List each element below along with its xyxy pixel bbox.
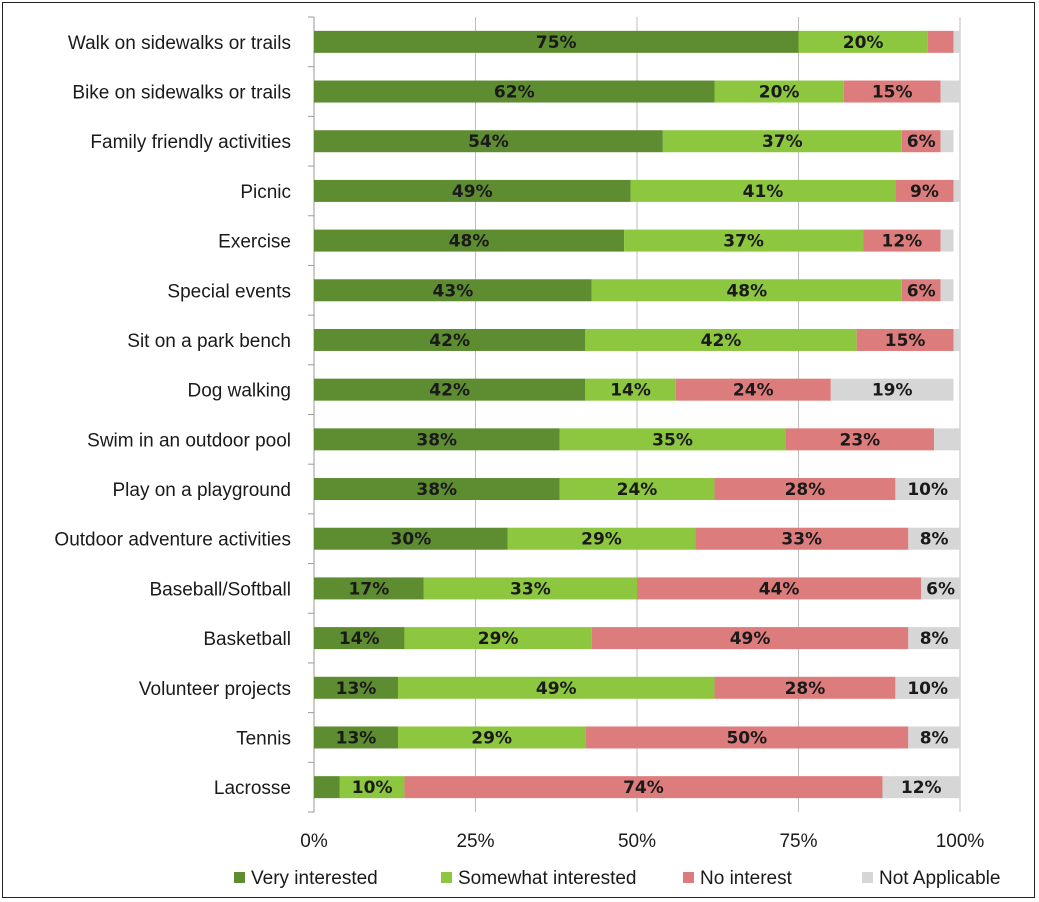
category-label-walk-on-sidewalks-or-trails: Walk on sidewalks or trails bbox=[68, 33, 291, 54]
data-label-no-interest-family-friendly-activities: 6% bbox=[907, 132, 936, 152]
data-label-somewhat-interested-picnic: 41% bbox=[743, 182, 784, 202]
category-label-volunteer-projects: Volunteer projects bbox=[139, 679, 291, 700]
data-label-no-interest-swim-in-an-outdoor-pool: 23% bbox=[840, 430, 881, 450]
data-label-not-applicable-dog-walking: 19% bbox=[872, 381, 913, 401]
data-label-no-interest-bike-on-sidewalks-or-trails: 15% bbox=[872, 83, 913, 103]
data-label-somewhat-interested-swim-in-an-outdoor-pool: 35% bbox=[652, 430, 693, 450]
category-label-special-events: Special events bbox=[167, 281, 291, 302]
data-label-no-interest-dog-walking: 24% bbox=[733, 381, 774, 401]
x-tick-100: 100% bbox=[936, 831, 985, 852]
bar-no-interest-walk-on-sidewalks-or-trails bbox=[928, 31, 954, 53]
category-label-play-on-a-playground: Play on a playground bbox=[112, 480, 291, 501]
data-label-somewhat-interested-baseball-softball: 33% bbox=[510, 579, 551, 599]
legend: Very interested Somewhat interested No int… bbox=[234, 868, 1000, 889]
category-label-basketball: Basketball bbox=[203, 629, 291, 650]
data-label-somewhat-interested-volunteer-projects: 49% bbox=[536, 679, 577, 699]
data-label-no-interest-sit-on-a-park-bench: 15% bbox=[885, 331, 926, 351]
data-label-no-interest-volunteer-projects: 28% bbox=[785, 679, 826, 699]
legend-label-no-interest: No interest bbox=[700, 868, 793, 889]
data-label-not-applicable-lacrosse: 12% bbox=[901, 778, 942, 798]
data-label-somewhat-interested-tennis: 29% bbox=[471, 728, 512, 748]
bar-not-applicable-swim-in-an-outdoor-pool bbox=[934, 428, 960, 450]
bar-not-applicable-walk-on-sidewalks-or-trails bbox=[954, 31, 960, 53]
data-label-somewhat-interested-bike-on-sidewalks-or-trails: 20% bbox=[759, 83, 800, 103]
data-label-not-applicable-baseball-softball: 6% bbox=[926, 579, 955, 599]
bar-not-applicable-bike-on-sidewalks-or-trails bbox=[941, 81, 960, 103]
data-label-not-applicable-tennis: 8% bbox=[920, 728, 949, 748]
category-label-outdoor-adventure-activities: Outdoor adventure activities bbox=[54, 530, 291, 551]
data-label-no-interest-play-on-a-playground: 28% bbox=[785, 480, 826, 500]
data-label-somewhat-interested-special-events: 48% bbox=[726, 281, 767, 301]
data-label-very-interested-sit-on-a-park-bench: 42% bbox=[429, 331, 470, 351]
data-label-very-interested-family-friendly-activities: 54% bbox=[468, 132, 509, 152]
data-label-very-interested-tennis: 13% bbox=[336, 728, 377, 748]
category-labels: Walk on sidewalks or trails Bike on sidew… bbox=[54, 33, 291, 799]
category-label-picnic: Picnic bbox=[240, 182, 291, 203]
legend-swatch-no-interest bbox=[683, 872, 694, 883]
data-label-very-interested-volunteer-projects: 13% bbox=[336, 679, 377, 699]
data-label-very-interested-exercise: 48% bbox=[449, 232, 490, 252]
data-label-very-interested-dog-walking: 42% bbox=[429, 381, 470, 401]
data-label-no-interest-baseball-softball: 44% bbox=[759, 579, 800, 599]
category-label-dog-walking: Dog walking bbox=[188, 381, 292, 402]
category-label-exercise: Exercise bbox=[218, 232, 291, 253]
bar-not-applicable-special-events bbox=[941, 279, 954, 301]
bar-very-interested-lacrosse bbox=[314, 776, 340, 798]
data-label-no-interest-basketball: 49% bbox=[730, 629, 771, 649]
legend-label-somewhat-interested: Somewhat interested bbox=[458, 868, 637, 889]
legend-swatch-somewhat-interested bbox=[441, 872, 452, 883]
bar-not-applicable-sit-on-a-park-bench bbox=[954, 329, 960, 351]
data-label-somewhat-interested-family-friendly-activities: 37% bbox=[762, 132, 803, 152]
x-tick-75: 75% bbox=[779, 831, 817, 852]
data-label-somewhat-interested-exercise: 37% bbox=[723, 232, 764, 252]
x-axis: 0% 25% 50% 75% 100% bbox=[300, 831, 984, 852]
data-label-no-interest-exercise: 12% bbox=[882, 232, 923, 252]
bar-not-applicable-family-friendly-activities bbox=[941, 130, 954, 152]
data-label-no-interest-tennis: 50% bbox=[726, 728, 767, 748]
legend-label-not-applicable: Not Applicable bbox=[879, 868, 1000, 889]
category-label-bike-on-sidewalks-or-trails: Bike on sidewalks or trails bbox=[72, 83, 291, 104]
data-label-very-interested-walk-on-sidewalks-or-trails: 75% bbox=[536, 33, 577, 53]
category-label-baseball-softball: Baseball/Softball bbox=[149, 579, 291, 600]
legend-swatch-very-interested bbox=[234, 872, 245, 883]
category-label-tennis: Tennis bbox=[236, 728, 291, 749]
data-label-no-interest-picnic: 9% bbox=[910, 182, 939, 202]
bar-not-applicable-picnic bbox=[954, 180, 960, 202]
data-label-somewhat-interested-dog-walking: 14% bbox=[610, 381, 651, 401]
data-label-very-interested-basketball: 14% bbox=[339, 629, 380, 649]
data-label-somewhat-interested-sit-on-a-park-bench: 42% bbox=[701, 331, 742, 351]
category-label-lacrosse: Lacrosse bbox=[214, 778, 291, 799]
category-label-family-friendly-activities: Family friendly activities bbox=[90, 132, 291, 153]
data-label-no-interest-outdoor-adventure-activities: 33% bbox=[781, 530, 822, 550]
bar-not-applicable-exercise bbox=[941, 230, 954, 252]
x-tick-25: 25% bbox=[456, 831, 494, 852]
data-label-somewhat-interested-walk-on-sidewalks-or-trails: 20% bbox=[843, 33, 884, 53]
data-label-no-interest-special-events: 6% bbox=[907, 281, 936, 301]
data-label-not-applicable-volunteer-projects: 10% bbox=[907, 679, 948, 699]
x-tick-0: 0% bbox=[300, 831, 328, 852]
data-label-not-applicable-play-on-a-playground: 10% bbox=[907, 480, 948, 500]
data-label-no-interest-lacrosse: 74% bbox=[623, 778, 664, 798]
data-label-very-interested-baseball-softball: 17% bbox=[349, 579, 390, 599]
data-label-somewhat-interested-basketball: 29% bbox=[478, 629, 519, 649]
data-label-very-interested-picnic: 49% bbox=[452, 182, 493, 202]
x-tick-50: 50% bbox=[618, 831, 656, 852]
data-label-very-interested-special-events: 43% bbox=[433, 281, 474, 301]
legend-label-very-interested: Very interested bbox=[251, 868, 378, 889]
data-label-very-interested-play-on-a-playground: 38% bbox=[416, 480, 457, 500]
data-label-somewhat-interested-outdoor-adventure-activities: 29% bbox=[581, 530, 622, 550]
legend-swatch-not-applicable bbox=[862, 872, 873, 883]
category-label-swim-in-an-outdoor-pool: Swim in an outdoor pool bbox=[87, 430, 291, 451]
data-label-very-interested-swim-in-an-outdoor-pool: 38% bbox=[416, 430, 457, 450]
data-label-somewhat-interested-lacrosse: 10% bbox=[352, 778, 393, 798]
data-label-not-applicable-outdoor-adventure-activities: 8% bbox=[920, 530, 949, 550]
data-label-very-interested-bike-on-sidewalks-or-trails: 62% bbox=[494, 83, 535, 103]
data-label-somewhat-interested-play-on-a-playground: 24% bbox=[617, 480, 658, 500]
data-label-very-interested-outdoor-adventure-activities: 30% bbox=[391, 530, 432, 550]
category-label-sit-on-a-park-bench: Sit on a park bench bbox=[127, 331, 291, 352]
data-label-not-applicable-basketball: 8% bbox=[920, 629, 949, 649]
